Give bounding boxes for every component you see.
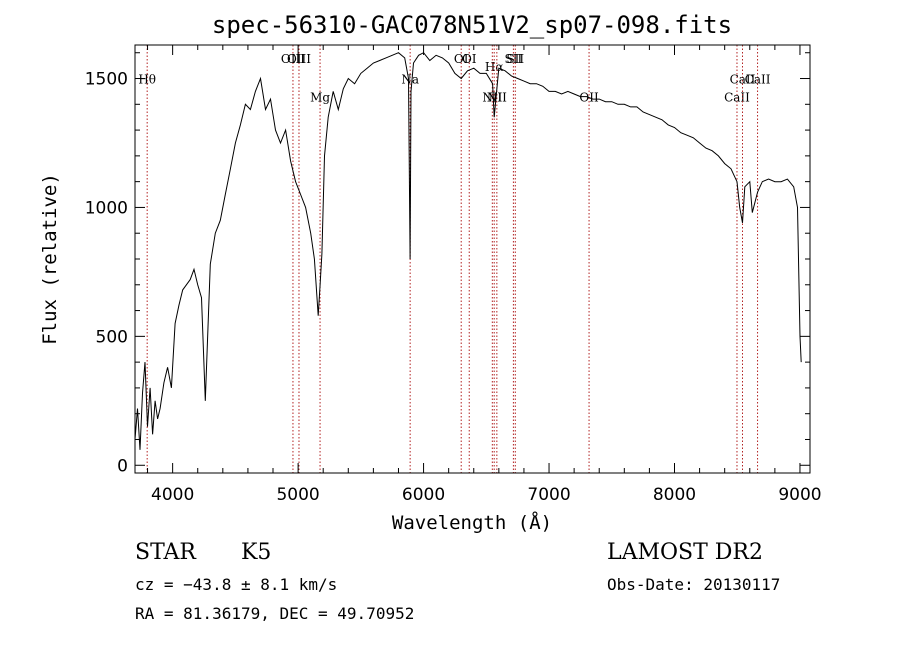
y-axis: 0 500 1000 1500 (85, 52, 810, 476)
survey-name: LAMOST DR2 (607, 540, 763, 565)
chart-title: spec-56310-GAC078N51V2_sp07-098.fits (212, 11, 732, 39)
spectral-line-label: SII (506, 52, 524, 66)
spectral-line-label: OIII (287, 52, 311, 66)
redshift-readout: cz = −43.8 ± 8.1 km/s (135, 575, 338, 594)
coordinates: RA = 81.36179, DEC = 49.70952 (135, 604, 415, 623)
object-class: STAR (135, 540, 196, 565)
spectral-line-label: NII (482, 91, 502, 105)
plot-frame (134, 44, 811, 474)
spectral-line-label: OI (454, 52, 469, 66)
x-tick-label: 5000 (276, 485, 319, 505)
spectrum-series-line (134, 52, 802, 450)
obs-date: Obs-Date: 20130117 (607, 575, 781, 594)
spectral-line-label: Na (401, 73, 419, 87)
spectral-line-label: CaII (730, 73, 756, 87)
x-axis-label: Wavelength (Å) (392, 511, 552, 534)
x-tick-label: 8000 (653, 485, 696, 505)
spectral-line-label: SII (505, 52, 523, 66)
x-axis: 4000 5000 6000 7000 8000 9000 (147, 45, 822, 505)
x-tick-label: 6000 (402, 485, 445, 505)
spectral-line-label: Mg (310, 91, 330, 105)
y-axis-label: Flux (relative) (39, 173, 61, 345)
spectral-line-label: Hα (485, 60, 504, 74)
y-tick-label: 1500 (85, 70, 128, 90)
spectral-line-label: Hθ (138, 73, 156, 87)
spectral-line-label: NII (487, 91, 507, 105)
y-tick-label: 500 (96, 327, 128, 347)
x-tick-label: 7000 (527, 485, 570, 505)
spectral-line-label: CaII (724, 91, 750, 105)
y-tick-label: 0 (117, 456, 128, 476)
spectral-line-label: OI (462, 52, 477, 66)
x-tick-label: 9000 (778, 485, 821, 505)
y-tick-label: 1000 (85, 198, 128, 218)
subclass: K5 (241, 540, 272, 565)
spectral-line-label: CaII (745, 73, 771, 87)
x-tick-label: 4000 (151, 485, 194, 505)
